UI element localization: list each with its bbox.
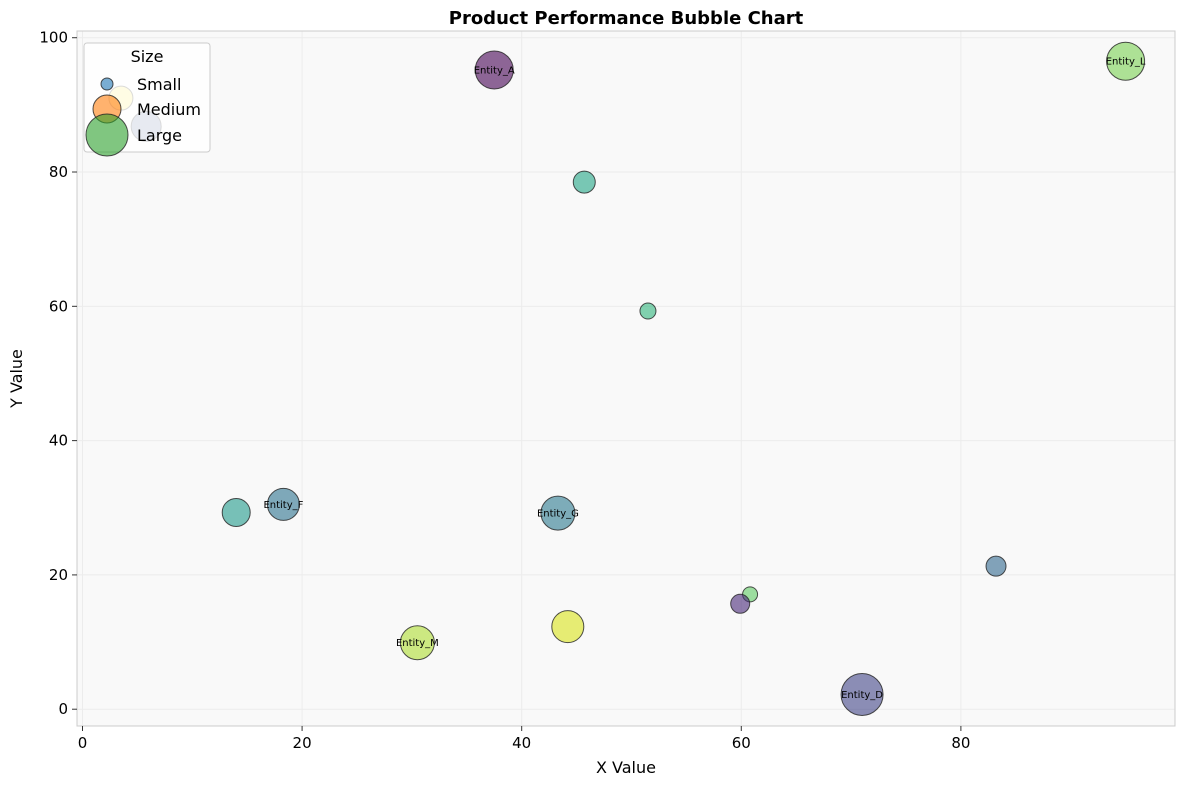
y-tick-label: 20 [49,566,68,584]
bubble [1106,41,1146,81]
bubble [221,497,251,527]
bubble [540,495,576,531]
axis-ticks: 0 20 40 60 80 0 20 40 60 80 100 [39,29,970,752]
bubble [474,50,514,90]
y-tick-label: 60 [49,297,68,315]
y-tick-label: 80 [49,163,68,181]
plot-area [77,31,1175,726]
x-tick-label: 60 [732,734,751,752]
legend-title: Size [131,47,164,66]
x-axis-label: X Value [596,758,656,777]
bubble [985,555,1007,577]
bubble-label: Entity_L [1106,57,1146,68]
chart-title: Product Performance Bubble Chart [449,8,804,29]
x-tick-label: 0 [78,734,88,752]
bubble [730,593,751,614]
bubble [639,302,657,320]
y-tick-label: 100 [39,29,68,47]
bubble-labels: Entity_A Entity_L Entity_F Entity_G Entity_M… [263,57,1145,701]
bubble [551,610,585,644]
grid [77,31,1175,726]
bubble-label: Entity_G [537,509,579,520]
legend: Size Small Medium Large [83,42,211,157]
y-axis-label: Y Value [7,349,26,409]
x-tick-label: 40 [512,734,531,752]
bubble-label: Entity_D [841,690,883,701]
legend-entry-label: Medium [137,100,201,119]
plot-frame [76,30,1176,727]
y-tick-label: 0 [58,700,68,718]
y-tick-label: 40 [49,432,68,450]
bubble [266,487,300,521]
legend-marker [100,77,114,91]
legend-entry-label: Small [137,75,181,94]
bubble [840,672,884,716]
bubble [572,170,596,194]
bubble-label: Entity_F [263,500,303,511]
x-tick-label: 20 [293,734,312,752]
x-tick-label: 80 [951,734,970,752]
bubble-label: Entity_M [396,638,439,649]
legend-entry-label: Large [137,126,182,145]
legend-marker [85,113,129,157]
bubble-label: Entity_A [474,65,515,76]
bubble [399,625,435,661]
